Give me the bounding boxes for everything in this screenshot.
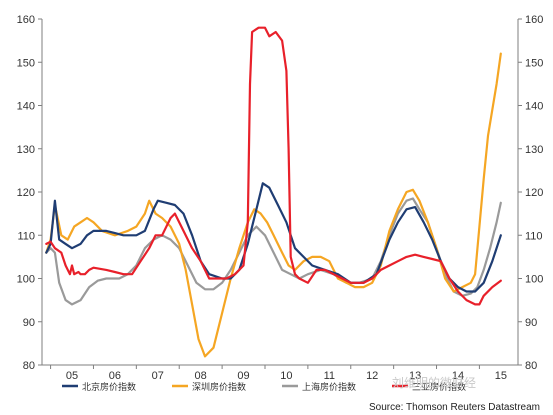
right-y-tick-label: 130 xyxy=(525,144,543,156)
left-y-tick-label: 150 xyxy=(17,57,35,69)
legend-label: 北京房价指数 xyxy=(82,381,136,393)
x-tick-label: 06 xyxy=(109,370,121,382)
right-y-tick-label: 150 xyxy=(525,57,543,69)
series-line-3 xyxy=(45,26,502,306)
legend-label: 三亚房价指数 xyxy=(412,381,466,393)
right-y-tick-label: 80 xyxy=(525,360,537,372)
x-tick-label: 13 xyxy=(409,370,421,382)
x-tick-label: 15 xyxy=(495,370,507,382)
legend: 北京房价指数 深圳房价指数 上海房价指数 三亚房价指数 xyxy=(62,381,466,393)
left-y-tick-label: 130 xyxy=(17,144,35,156)
left-y-tick-label: 160 xyxy=(17,14,35,26)
left-y-tick-label: 110 xyxy=(17,230,35,242)
right-y-tick-label: 140 xyxy=(525,101,543,113)
legend-label: 深圳房价指数 xyxy=(192,381,246,393)
right-y-tick-labels: 80 90 100 110 120 130 140 150 160 xyxy=(518,14,543,372)
right-y-tick-label: 160 xyxy=(525,14,543,26)
left-y-tick-label: 140 xyxy=(17,101,35,113)
x-tick-label: 07 xyxy=(152,370,164,382)
left-y-tick-label: 120 xyxy=(17,187,35,199)
right-y-tick-label: 100 xyxy=(525,274,543,286)
left-y-tick-label: 90 xyxy=(23,317,35,329)
series-line-2 xyxy=(45,197,502,306)
watermark-text: 刘维明的微财经 xyxy=(392,375,476,390)
right-y-tick-label: 110 xyxy=(525,230,543,242)
left-y-tick-labels: 80 90 100 110 120 130 140 150 160 xyxy=(17,14,42,372)
right-y-tick-label: 120 xyxy=(525,187,543,199)
series-lines xyxy=(45,26,502,358)
right-y-tick-label: 90 xyxy=(525,317,537,329)
source-note: Source: Thomson Reuters Datastream xyxy=(369,402,540,413)
x-tick-label: 12 xyxy=(366,370,378,382)
x-tick-label: 14 xyxy=(452,370,464,382)
series-line-0 xyxy=(45,182,502,293)
x-tick-label: 10 xyxy=(280,370,292,382)
x-tick-label: 08 xyxy=(195,370,207,382)
series-line-1 xyxy=(45,52,502,358)
legend-label: 上海房价指数 xyxy=(302,381,356,393)
x-tick-label: 09 xyxy=(237,370,249,382)
left-y-tick-label: 100 xyxy=(17,274,35,286)
left-y-tick-label: 80 xyxy=(23,360,35,372)
x-tick-label: 11 xyxy=(324,370,335,382)
plot-frame xyxy=(41,19,519,366)
x-tick-labels: 05 06 07 08 09 10 11 12 13 14 15 xyxy=(50,365,507,382)
x-tick-label: 05 xyxy=(66,370,78,382)
